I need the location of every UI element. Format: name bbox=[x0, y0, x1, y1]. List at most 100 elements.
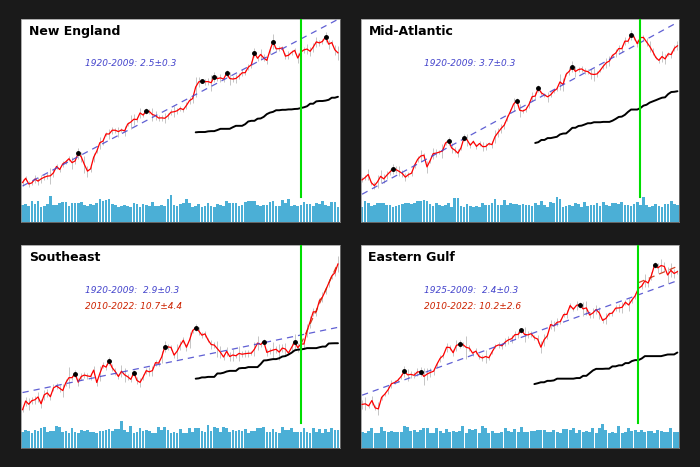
Bar bbox=[429, 432, 432, 448]
Bar bbox=[244, 429, 246, 448]
Bar bbox=[435, 428, 438, 448]
Bar bbox=[318, 204, 321, 222]
Bar bbox=[514, 430, 517, 448]
Bar bbox=[452, 431, 454, 448]
Text: 2010-2022: 10.2±2.6: 2010-2022: 10.2±2.6 bbox=[424, 302, 522, 311]
Bar bbox=[634, 431, 636, 448]
Bar bbox=[522, 204, 524, 222]
Bar bbox=[398, 205, 400, 222]
Bar bbox=[111, 205, 113, 222]
Bar bbox=[259, 428, 262, 448]
Bar bbox=[621, 432, 624, 448]
Bar bbox=[565, 206, 568, 222]
Bar bbox=[377, 432, 380, 448]
Bar bbox=[663, 432, 666, 448]
Bar bbox=[21, 432, 24, 448]
Bar bbox=[169, 433, 172, 448]
Bar bbox=[49, 431, 52, 448]
Bar bbox=[58, 427, 61, 448]
Bar bbox=[302, 202, 305, 222]
Bar bbox=[324, 205, 327, 222]
Bar bbox=[367, 203, 370, 222]
Bar bbox=[550, 432, 552, 448]
Bar bbox=[228, 432, 231, 448]
Bar bbox=[506, 205, 509, 222]
Bar bbox=[213, 206, 216, 222]
Bar bbox=[234, 203, 237, 222]
Bar bbox=[272, 201, 274, 222]
Bar bbox=[589, 205, 592, 222]
Bar bbox=[64, 202, 67, 222]
Bar bbox=[25, 205, 27, 222]
Bar bbox=[204, 206, 206, 222]
Bar bbox=[290, 428, 293, 448]
Bar bbox=[478, 206, 481, 222]
Bar bbox=[643, 432, 646, 448]
Bar bbox=[605, 205, 608, 222]
Bar bbox=[537, 205, 540, 222]
Bar bbox=[572, 428, 575, 448]
Bar bbox=[27, 206, 30, 222]
Bar bbox=[191, 207, 194, 222]
Bar bbox=[337, 207, 340, 222]
Bar bbox=[300, 432, 302, 448]
Bar bbox=[173, 432, 176, 448]
Bar bbox=[127, 206, 129, 222]
Bar bbox=[574, 203, 577, 222]
Bar bbox=[615, 203, 617, 222]
Bar bbox=[136, 432, 139, 448]
Bar bbox=[164, 206, 166, 222]
Bar bbox=[337, 430, 340, 448]
Bar bbox=[407, 203, 410, 222]
Bar bbox=[468, 430, 471, 448]
Bar bbox=[596, 203, 598, 222]
Bar bbox=[74, 432, 76, 448]
Bar bbox=[71, 203, 74, 222]
Bar bbox=[657, 206, 660, 222]
Bar bbox=[559, 199, 561, 222]
Bar bbox=[487, 432, 490, 448]
Bar bbox=[401, 204, 404, 222]
Bar bbox=[460, 206, 462, 222]
Bar bbox=[624, 432, 626, 448]
Text: 1925-2009:  2.4±0.3: 1925-2009: 2.4±0.3 bbox=[424, 286, 519, 295]
Bar bbox=[216, 429, 218, 448]
Bar bbox=[652, 205, 654, 222]
Bar bbox=[441, 205, 444, 222]
Bar bbox=[40, 207, 43, 222]
Bar bbox=[556, 432, 559, 448]
Bar bbox=[117, 207, 120, 222]
Bar bbox=[182, 433, 185, 448]
Bar bbox=[368, 431, 370, 448]
Bar bbox=[389, 205, 391, 222]
Bar bbox=[210, 205, 213, 222]
Bar bbox=[524, 205, 527, 222]
Bar bbox=[578, 430, 581, 448]
Bar bbox=[410, 204, 413, 222]
Bar bbox=[602, 203, 605, 222]
Bar bbox=[469, 206, 472, 222]
Bar bbox=[21, 205, 24, 222]
Bar bbox=[269, 202, 271, 222]
Bar bbox=[673, 432, 675, 448]
Bar bbox=[571, 205, 573, 222]
Bar bbox=[595, 433, 598, 448]
Bar bbox=[587, 206, 589, 222]
Bar bbox=[160, 430, 163, 448]
Bar bbox=[620, 202, 623, 222]
Bar bbox=[120, 421, 122, 448]
Bar bbox=[647, 432, 650, 448]
Bar bbox=[176, 433, 178, 448]
Bar bbox=[432, 205, 435, 222]
Bar bbox=[167, 430, 169, 448]
Bar bbox=[247, 433, 250, 448]
Bar bbox=[188, 428, 191, 448]
Bar bbox=[386, 205, 388, 222]
Bar bbox=[510, 432, 513, 448]
Bar bbox=[669, 428, 672, 448]
Bar bbox=[533, 431, 536, 448]
Bar bbox=[423, 428, 426, 448]
Bar bbox=[456, 198, 459, 222]
Bar bbox=[449, 432, 452, 448]
Bar bbox=[556, 198, 558, 222]
